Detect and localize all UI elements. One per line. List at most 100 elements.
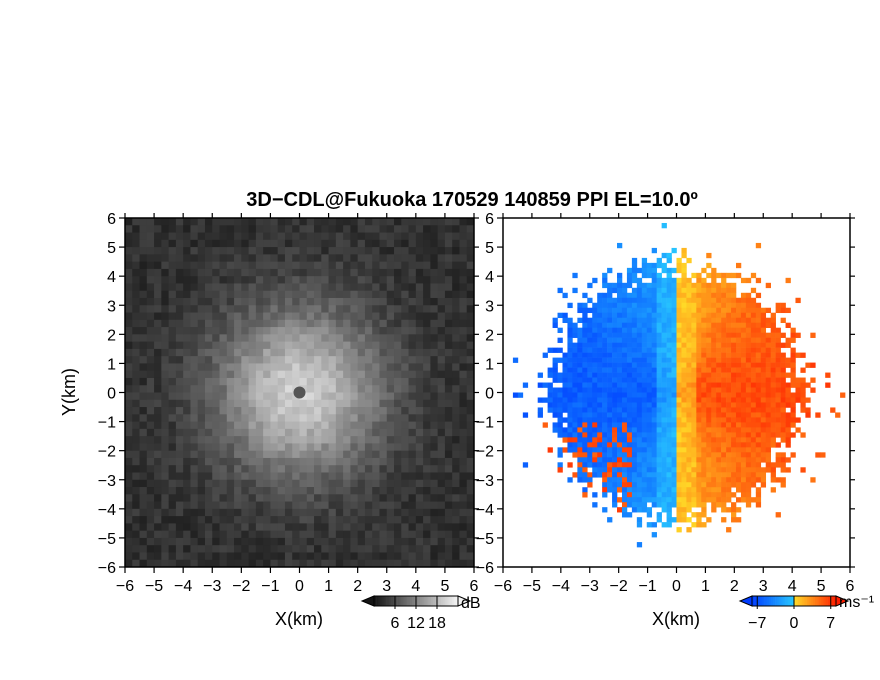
reflectivity-cell xyxy=(132,436,140,444)
reflectivity-cell xyxy=(459,559,468,568)
reflectivity-cell xyxy=(139,312,148,321)
reflectivity-cell xyxy=(299,472,308,481)
reflectivity-cell xyxy=(154,436,162,444)
reflectivity-cell xyxy=(219,268,228,277)
x-tick-label: 1 xyxy=(324,578,333,595)
reflectivity-cell xyxy=(452,545,460,553)
reflectivity-cell xyxy=(415,319,424,328)
velocity-cell xyxy=(567,447,573,453)
reflectivity-cell xyxy=(343,377,351,386)
reflectivity-cell xyxy=(292,356,300,364)
reflectivity-cell xyxy=(350,290,359,299)
reflectivity-cell xyxy=(430,290,439,299)
velocity-cell xyxy=(676,372,682,378)
velocity-cell xyxy=(755,497,762,503)
reflectivity-cell xyxy=(466,501,475,510)
velocity-cell xyxy=(716,292,722,299)
reflectivity-cell xyxy=(183,494,191,502)
reflectivity-cell xyxy=(408,450,417,459)
reflectivity-cell xyxy=(437,297,446,306)
velocity-cell xyxy=(567,437,573,443)
velocity-cell xyxy=(735,382,742,388)
reflectivity-cell xyxy=(299,487,308,495)
velocity-cell xyxy=(567,337,573,343)
velocity-cell xyxy=(676,357,682,363)
reflectivity-cell xyxy=(255,392,264,401)
reflectivity-cell xyxy=(263,450,271,459)
velocity-cell xyxy=(636,402,643,408)
velocity-cell xyxy=(661,307,667,314)
reflectivity-cell xyxy=(459,457,468,466)
reflectivity-cell xyxy=(394,327,402,335)
reflectivity-cell xyxy=(197,523,206,532)
reflectivity-cell xyxy=(415,392,424,401)
velocity-cell xyxy=(780,467,786,473)
reflectivity-cell xyxy=(161,479,170,488)
velocity-cell xyxy=(696,402,702,408)
reflectivity-cell xyxy=(234,501,242,510)
velocity-cell xyxy=(745,457,752,463)
velocity-cell xyxy=(731,322,737,328)
velocity-cell xyxy=(760,437,767,443)
velocity-cell xyxy=(676,302,682,309)
reflectivity-cell xyxy=(197,356,206,364)
velocity-cell xyxy=(706,312,712,319)
velocity-cell xyxy=(621,472,628,478)
velocity-cell xyxy=(745,402,752,408)
reflectivity-cell xyxy=(328,559,337,568)
reflectivity-cell xyxy=(372,283,380,292)
reflectivity-cell xyxy=(212,407,220,415)
reflectivity-cell xyxy=(306,472,315,481)
velocity-cell xyxy=(666,327,672,333)
velocity-cell xyxy=(735,517,742,523)
velocity-cell xyxy=(671,282,677,289)
reflectivity-cell xyxy=(212,268,220,277)
velocity-cell xyxy=(621,282,628,289)
y-tick-label: −3 xyxy=(98,473,116,490)
velocity-x-label: X(km) xyxy=(652,609,700,629)
reflectivity-cell xyxy=(357,348,366,357)
reflectivity-cell xyxy=(277,501,286,510)
velocity-cell xyxy=(671,432,677,438)
velocity-cell xyxy=(716,497,722,503)
velocity-cell xyxy=(671,417,677,423)
velocity-cell xyxy=(701,377,707,383)
velocity-cell xyxy=(582,352,588,358)
velocity-cell xyxy=(582,307,588,314)
velocity-cell xyxy=(740,442,747,448)
velocity-cell xyxy=(676,332,682,338)
reflectivity-cell xyxy=(299,494,308,502)
reflectivity-cell xyxy=(139,552,148,561)
colorbar-swatch xyxy=(760,596,763,606)
velocity-cell xyxy=(577,387,583,393)
velocity-cell xyxy=(587,322,593,328)
reflectivity-cell xyxy=(292,283,300,292)
reflectivity-cell xyxy=(190,392,199,401)
velocity-cell xyxy=(602,312,608,319)
reflectivity-cell xyxy=(437,421,446,430)
velocity-cell xyxy=(671,307,677,314)
reflectivity-cell xyxy=(459,377,468,386)
velocity-cell xyxy=(572,347,578,353)
reflectivity-cell xyxy=(190,377,199,386)
reflectivity-cell xyxy=(466,261,475,270)
velocity-cell xyxy=(681,302,687,309)
velocity-cell xyxy=(676,292,682,299)
velocity-cell xyxy=(587,397,593,403)
reflectivity-cell xyxy=(466,414,475,422)
reflectivity-cell xyxy=(314,334,322,342)
velocity-cell xyxy=(696,482,702,488)
reflectivity-cell xyxy=(466,268,475,277)
velocity-cell xyxy=(671,277,677,284)
reflectivity-cell xyxy=(139,370,148,379)
velocity-cell xyxy=(805,382,811,388)
reflectivity-cell xyxy=(401,472,409,481)
reflectivity-cell xyxy=(183,414,191,422)
velocity-cell xyxy=(602,402,608,408)
velocity-cell xyxy=(740,352,747,358)
reflectivity-cell xyxy=(263,407,271,415)
reflectivity-cell xyxy=(452,370,460,379)
reflectivity-cell xyxy=(408,312,417,321)
reflectivity-cell xyxy=(408,225,417,233)
reflectivity-cell xyxy=(197,472,206,481)
